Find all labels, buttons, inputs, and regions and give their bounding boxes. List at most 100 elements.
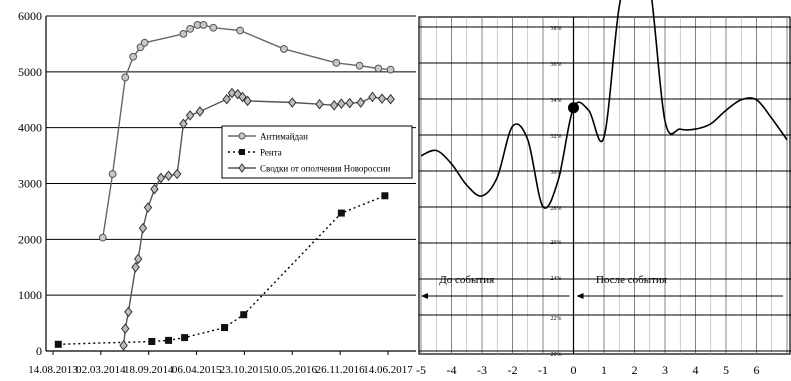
x-tick-label: -3 — [477, 363, 487, 377]
square-marker — [381, 192, 389, 200]
circle-marker — [129, 52, 138, 61]
diamond-marker — [356, 97, 365, 108]
x-tick-label: 06.04.2015 — [172, 364, 222, 376]
series-line — [420, 0, 788, 209]
y-tick-label: 0 — [36, 344, 42, 358]
x-tick-label: -4 — [447, 363, 457, 377]
x-tick-label: -1 — [538, 363, 548, 377]
legend-circle-marker — [238, 132, 246, 140]
square-marker — [240, 311, 248, 319]
y-tick-label: 5000 — [18, 65, 42, 79]
x-tick-label: 6 — [754, 363, 760, 377]
circle-marker — [121, 73, 130, 82]
diamond-marker — [195, 106, 205, 117]
diamond-marker — [288, 97, 297, 108]
diamond-marker — [179, 118, 188, 130]
arrow-head-icon — [576, 293, 584, 299]
event-point-marker — [568, 102, 579, 114]
circle-marker — [332, 59, 341, 67]
circle-marker — [179, 29, 188, 38]
square-marker — [181, 334, 189, 342]
square-marker — [54, 340, 62, 348]
diamond-marker — [138, 222, 148, 234]
diamond-marker — [386, 93, 395, 105]
x-tick-label: 0 — [571, 363, 577, 377]
diamond-marker — [315, 98, 324, 110]
y-tick-label: 28% — [551, 206, 562, 212]
x-tick-label: 23.10.2015 — [220, 364, 270, 376]
annotation-after-label: После события — [596, 274, 667, 286]
circle-marker — [355, 61, 364, 70]
diamond-marker — [238, 91, 247, 103]
y-tick-label: 32% — [551, 134, 562, 140]
diamond-marker — [121, 323, 130, 334]
x-tick-label: 5 — [723, 363, 729, 377]
x-tick-label: 2 — [632, 363, 638, 377]
x-tick-label: 02.03.2014 — [76, 364, 126, 376]
diamond-marker — [143, 202, 153, 213]
diamond-marker — [243, 95, 252, 107]
diamond-marker — [377, 93, 387, 104]
x-tick-label: 10.05.2016 — [268, 364, 318, 376]
legend-label: Антимайдан — [260, 132, 308, 142]
square-marker — [165, 336, 173, 344]
square-marker — [148, 338, 156, 346]
square-marker — [337, 209, 345, 217]
diamond-marker — [156, 172, 166, 184]
circle-marker — [98, 233, 107, 242]
circle-marker — [386, 65, 395, 74]
x-tick-label: 3 — [662, 363, 668, 377]
x-tick-label: 4 — [693, 363, 699, 377]
x-tick-label: 18.09.2014 — [124, 364, 174, 376]
y-tick-label: 1000 — [18, 288, 42, 302]
diamond-marker — [185, 110, 195, 121]
diamond-marker — [222, 93, 231, 105]
y-tick-label: 20% — [551, 352, 562, 358]
diamond-marker — [233, 88, 242, 100]
y-tick-label: 22% — [551, 316, 562, 322]
annotation-before-label: До события — [439, 274, 494, 286]
series-line-2 — [58, 195, 386, 345]
circle-marker — [199, 21, 208, 29]
legend-box — [221, 125, 413, 179]
y-tick-label: 2000 — [18, 232, 42, 246]
y-tick-label: 30% — [551, 170, 562, 176]
legend-diamond-marker — [238, 163, 246, 173]
diamond-marker — [337, 98, 346, 109]
x-tick-label: -2 — [508, 363, 518, 377]
diamond-marker — [172, 168, 182, 180]
y-tick-label: 4000 — [18, 121, 42, 135]
x-tick-label: -5 — [416, 363, 426, 377]
y-tick-label: 34% — [551, 98, 562, 104]
diamond-marker — [329, 100, 339, 111]
right-line-chart: 20% 22% 24% 26% 28% 30% 32% 34% 36% 38% -5 -4 -3 -2 -1… — [416, 0, 791, 377]
arrow-left-head-icon — [421, 293, 428, 299]
x-tick-label: 26.11.2016 — [316, 364, 366, 376]
diamond-marker — [124, 306, 133, 318]
series-line-3 — [122, 92, 391, 346]
circle-marker — [140, 38, 149, 47]
circle-marker — [108, 170, 117, 178]
y-tick-label: 26% — [551, 240, 562, 246]
x-tick-label: 14.08.2013 — [28, 364, 78, 376]
legend-label: Сводки от ополчения Новороссии — [260, 164, 390, 174]
x-tick-label: 1 — [601, 363, 607, 377]
circle-marker — [280, 45, 288, 53]
legend-label: Рента — [260, 148, 282, 158]
y-tick-label: 24% — [551, 276, 562, 282]
circle-marker — [236, 26, 245, 35]
diamond-marker — [119, 340, 128, 351]
diamond-marker — [368, 91, 377, 103]
y-tick-label: 6000 — [18, 9, 42, 23]
circle-marker — [209, 23, 218, 32]
left-line-chart: 0 1000 2000 3000 4000 5000 6000 14.08.201302.03… — [18, 9, 416, 376]
x-tick-label: 14.06.2017 — [363, 364, 413, 376]
circle-marker — [374, 64, 383, 73]
y-tick-label: 36% — [551, 62, 562, 68]
legend-square-marker — [239, 149, 245, 155]
square-marker — [221, 324, 229, 332]
diamond-marker — [131, 261, 140, 273]
diamond-marker — [345, 97, 354, 109]
y-tick-label: 38% — [551, 26, 562, 32]
